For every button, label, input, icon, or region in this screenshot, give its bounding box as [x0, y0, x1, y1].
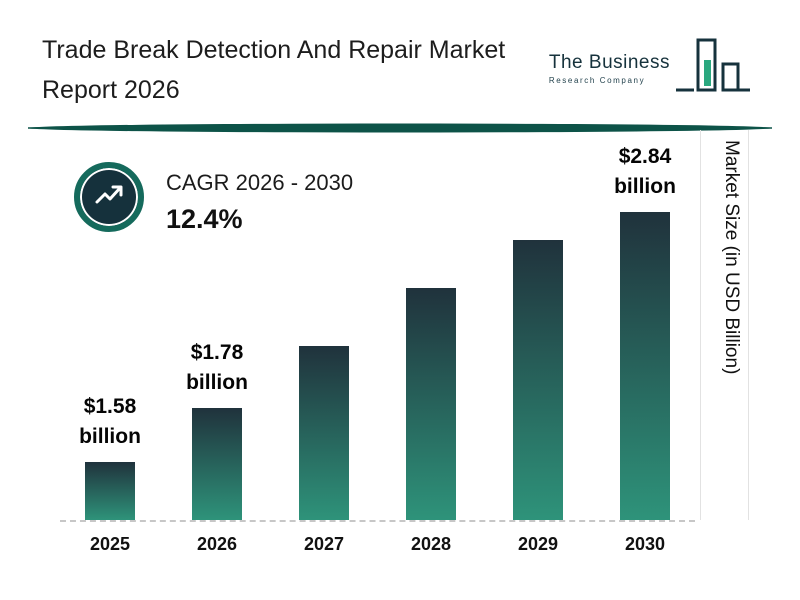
- page-title-line2: Report 2026: [42, 76, 180, 104]
- bar-2028: [406, 288, 456, 520]
- page-title-line1: Trade Break Detection And Repair Market: [42, 36, 506, 64]
- company-logo-subtitle: Research Company: [548, 76, 646, 85]
- bar-2030: [620, 212, 670, 520]
- x-tick-2026: 2026: [196, 534, 238, 554]
- bar-2027: [299, 346, 349, 520]
- x-tick-2029: 2029: [517, 534, 559, 554]
- cagr-label: CAGR 2026 - 2030: [166, 170, 354, 195]
- y-axis-label: Market Size (in USD Billion): [721, 140, 742, 375]
- x-axis-baseline: [60, 520, 695, 522]
- bar-chart: $1.58 billion $1.78 billion $2.84 billion 202…: [60, 140, 695, 554]
- bar-value-label: $1.78 billion: [186, 341, 248, 394]
- page-title: Trade Break Detection And Repair Market …: [42, 30, 505, 110]
- cagr-text: CAGR 2026 - 2030 12.4%: [166, 170, 353, 235]
- header-divider: [28, 121, 772, 133]
- company-logo-text: The Business Research Company: [549, 52, 670, 85]
- company-logo-name: The Business: [548, 52, 670, 73]
- trend-up-arrow-icon: [89, 175, 129, 220]
- bar-2025: [85, 462, 135, 520]
- bar-column-2025: $1.58 billion: [60, 140, 160, 520]
- cagr-badge: [74, 162, 144, 232]
- bar-value-label: $1.58 billion: [79, 395, 141, 448]
- gridline: [748, 130, 749, 520]
- bar-column-2026: $1.78 billion: [167, 140, 267, 520]
- bar-2029: [513, 240, 563, 520]
- gridline: [700, 130, 701, 520]
- bar-columns: $1.58 billion $1.78 billion $2.84 billion: [60, 140, 695, 520]
- x-axis-tick-labels: 2025 2026 2027 2028 2029 2030: [60, 534, 695, 555]
- bar-2026: [192, 408, 242, 520]
- bar-value-label: $2.84 billion: [614, 145, 676, 198]
- x-tick-2025: 2025: [89, 534, 131, 554]
- bar-chart-logo-icon: [674, 34, 752, 115]
- x-tick-2030: 2030: [624, 534, 666, 554]
- cagr-value: 12.4%: [166, 204, 243, 234]
- bar-column-2030: $2.84 billion: [595, 140, 695, 520]
- bar-column-2029: [488, 140, 588, 520]
- x-tick-2028: 2028: [410, 534, 452, 554]
- bar-column-2027: [274, 140, 374, 520]
- company-logo: The Business Research Company: [549, 34, 752, 115]
- bar-column-2028: [381, 140, 481, 520]
- x-tick-2027: 2027: [303, 534, 345, 554]
